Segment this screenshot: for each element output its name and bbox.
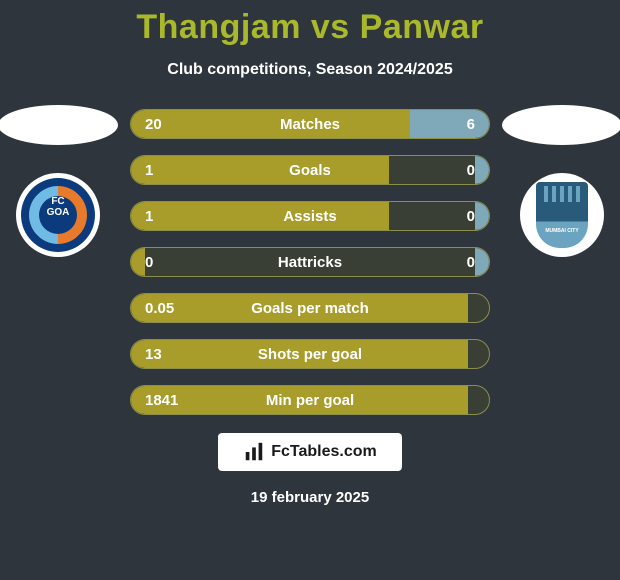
right-oval-decor xyxy=(502,105,620,145)
stat-row: 1841Min per goal xyxy=(130,385,490,415)
left-oval-decor xyxy=(0,105,118,145)
page-title: Thangjam vs Panwar xyxy=(0,0,620,47)
comparison-content: FCGOA MUMBAI CITY 206Matches 10Goals 10Ass… xyxy=(0,109,620,506)
subtitle: Club competitions, Season 2024/2025 xyxy=(0,61,620,79)
mumbai-city-icon: MUMBAI CITY xyxy=(536,182,588,248)
stat-row: 00Hattricks xyxy=(130,247,490,277)
date-label: 19 february 2025 xyxy=(0,489,620,506)
stat-label: Assists xyxy=(131,202,489,230)
stat-label: Hattricks xyxy=(131,248,489,276)
stat-row: 10Assists xyxy=(130,201,490,231)
team-badge-right: MUMBAI CITY xyxy=(520,173,604,257)
stat-label: Goals per match xyxy=(131,294,489,322)
fc-goa-icon: FCGOA xyxy=(21,178,95,252)
stat-label: Min per goal xyxy=(131,386,489,414)
stat-label: Goals xyxy=(131,156,489,184)
stat-label: Matches xyxy=(131,110,489,138)
stat-row: 10Goals xyxy=(130,155,490,185)
stat-label: Shots per goal xyxy=(131,340,489,368)
bar-chart-icon xyxy=(243,441,265,463)
logo-text: FcTables.com xyxy=(271,443,377,461)
fctables-logo: FcTables.com xyxy=(218,433,402,471)
stat-bars: 206Matches 10Goals 10Assists 00Hattricks 0.0… xyxy=(130,109,490,415)
stat-row: 0.05Goals per match xyxy=(130,293,490,323)
team-badge-left: FCGOA xyxy=(16,173,100,257)
stat-row: 206Matches xyxy=(130,109,490,139)
stat-row: 13Shots per goal xyxy=(130,339,490,369)
